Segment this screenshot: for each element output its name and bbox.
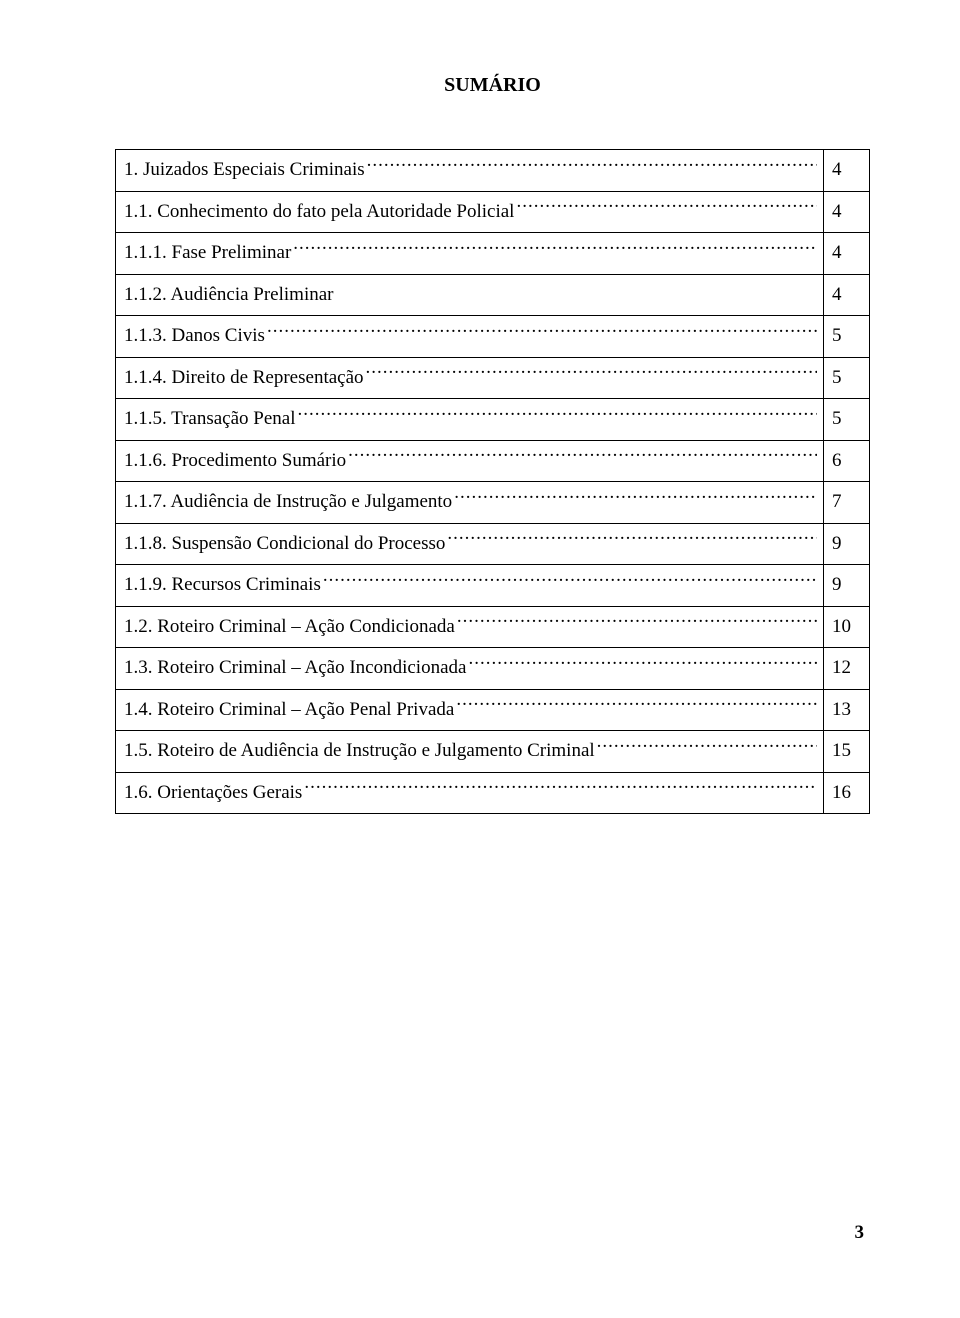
toc-page: 4 [824,233,870,275]
toc-row: 1.1. Conhecimento do fato pela Autoridad… [116,191,870,233]
toc-leader [267,322,817,341]
toc-leader [348,447,817,466]
toc-label: 1.6. Orientações Gerais [124,779,302,808]
toc-page: 9 [824,523,870,565]
toc-row: 1.5. Roteiro de Audiência de Instrução e… [116,731,870,773]
toc-leader [304,779,817,798]
toc-leader [597,737,817,756]
toc-page: 12 [824,648,870,690]
toc-page: 5 [824,399,870,441]
toc-label: 1.4. Roteiro Criminal – Ação Penal Priva… [124,696,454,725]
toc-page: 5 [824,357,870,399]
toc-label: 1.1.6. Procedimento Sumário [124,447,346,476]
toc-label: 1.1.1. Fase Preliminar [124,239,291,268]
toc-row: 1. Juizados Especiais Criminais 4 [116,150,870,192]
toc-page: 10 [824,606,870,648]
toc-row: 1.1.1. Fase Preliminar 4 [116,233,870,275]
toc-page: 5 [824,316,870,358]
toc-page: 4 [824,191,870,233]
page-number: 3 [855,1222,865,1244]
toc-page: 7 [824,482,870,524]
toc-row: 1.1.7. Audiência de Instrução e Julgamen… [116,482,870,524]
toc-page: 4 [824,274,870,316]
toc-leader [457,613,817,632]
toc-page: 4 [824,150,870,192]
toc-leader [516,198,817,217]
toc-label: 1.2. Roteiro Criminal – Ação Condicionad… [124,613,455,642]
toc-label: 1.1.5. Transação Penal [124,405,296,434]
toc-page: 13 [824,689,870,731]
toc-label: 1.1. Conhecimento do fato pela Autoridad… [124,198,514,227]
toc-page: 6 [824,440,870,482]
toc-label: 1.1.4. Direito de Representação [124,364,364,393]
page-title: SUMÁRIO [115,74,870,97]
toc-row: 1.3. Roteiro Criminal – Ação Incondicion… [116,648,870,690]
toc-page: 9 [824,565,870,607]
toc-row: 1.1.8. Suspensão Condicional do Processo… [116,523,870,565]
toc-leader [447,530,817,549]
toc-leader [323,571,817,590]
toc-label: 1.1.7. Audiência de Instrução e Julgamen… [124,488,452,517]
toc-row: 1.2. Roteiro Criminal – Ação Condicionad… [116,606,870,648]
toc-page: 16 [824,772,870,814]
toc-row: 1.6. Orientações Gerais 16 [116,772,870,814]
toc-row: 1.1.9. Recursos Criminais 9 [116,565,870,607]
toc-row: 1.4. Roteiro Criminal – Ação Penal Priva… [116,689,870,731]
toc-row: 1.1.5. Transação Penal 5 [116,399,870,441]
toc-label: 1.5. Roteiro de Audiência de Instrução e… [124,737,595,766]
toc-leader [366,364,817,383]
toc-label: 1.1.2. Audiência Preliminar [124,281,333,310]
toc-leader [454,488,817,507]
toc-label: 1.3. Roteiro Criminal – Ação Incondicion… [124,654,466,683]
toc-leader [298,405,817,424]
toc-leader [293,239,817,258]
toc-row: 1.1.4. Direito de Representação 5 [116,357,870,399]
toc-label: 1. Juizados Especiais Criminais [124,156,365,185]
toc-table: 1. Juizados Especiais Criminais 4 1.1. C… [115,149,870,814]
toc-page: 15 [824,731,870,773]
toc-row: 1.1.2. Audiência Preliminar 4 [116,274,870,316]
toc-leader [468,654,817,673]
toc-row: 1.1.3. Danos Civis 5 [116,316,870,358]
toc-label: 1.1.8. Suspensão Condicional do Processo [124,530,445,559]
toc-label: 1.1.9. Recursos Criminais [124,571,321,600]
toc-label: 1.1.3. Danos Civis [124,322,265,351]
toc-row: 1.1.6. Procedimento Sumário 6 [116,440,870,482]
toc-leader [456,696,817,715]
toc-leader [367,156,817,175]
